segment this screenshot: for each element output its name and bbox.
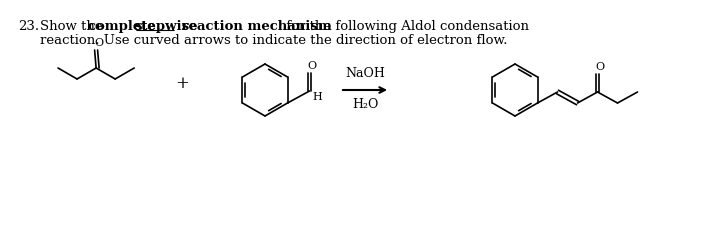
Text: H₂O: H₂O [352, 98, 378, 111]
Text: O: O [94, 38, 103, 48]
Text: for the following Aldol condensation: for the following Aldol condensation [282, 20, 529, 33]
Text: Show the: Show the [40, 20, 107, 33]
Text: reaction. Use curved arrows to indicate the direction of electron flow.: reaction. Use curved arrows to indicate … [40, 34, 508, 47]
Text: stepwise: stepwise [134, 20, 197, 33]
Text: O: O [307, 61, 317, 71]
Text: NaOH: NaOH [345, 67, 385, 80]
Text: complete: complete [88, 20, 161, 33]
Text: reaction mechanism: reaction mechanism [177, 20, 332, 33]
Text: +: + [175, 74, 189, 91]
Text: O: O [595, 62, 605, 72]
Text: 23.: 23. [18, 20, 39, 33]
Text: H: H [312, 92, 323, 102]
